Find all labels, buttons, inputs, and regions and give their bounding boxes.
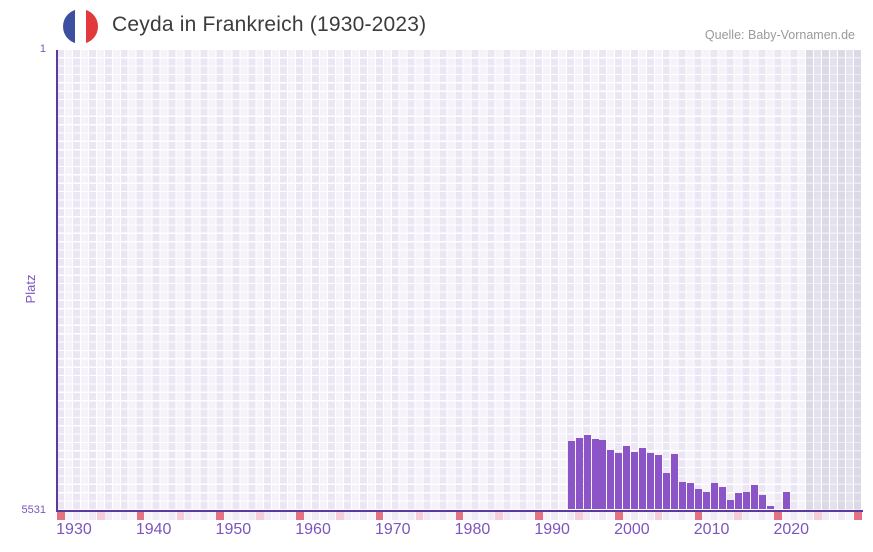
rank-bar-1995[interactable]	[591, 438, 599, 510]
x-tick-1950: 1950	[215, 521, 252, 538]
rank-bar-2010[interactable]	[711, 482, 719, 510]
x-tick-1980: 1980	[454, 521, 491, 538]
no-rank-marker-2003	[654, 511, 663, 520]
rank-bar-2005[interactable]	[671, 453, 679, 510]
no-rank-marker-1963	[335, 511, 344, 520]
y-axis-min-label: 5531	[21, 504, 46, 516]
rank-bar-1999[interactable]	[623, 445, 631, 510]
rank-bar-2003[interactable]	[655, 455, 663, 510]
rank-bar-1996[interactable]	[599, 440, 607, 510]
rank-bar-2019[interactable]	[782, 492, 790, 510]
x-tick-1970: 1970	[374, 521, 411, 538]
rank-bar-1998[interactable]	[615, 452, 623, 510]
no-rank-marker-2023	[814, 511, 822, 520]
rank-bar-2014[interactable]	[742, 492, 750, 510]
rank-bar-2009[interactable]	[703, 492, 711, 510]
rank-bar-1993[interactable]	[575, 437, 583, 510]
rank-bar-2006[interactable]	[679, 482, 687, 510]
no-rank-marker-1993	[575, 511, 583, 520]
no-rank-marker-2008	[694, 511, 703, 520]
rank-bar-1994[interactable]	[583, 434, 591, 510]
no-rank-marker-1933	[96, 511, 105, 520]
rank-bar-2004[interactable]	[663, 473, 671, 510]
y-axis-line	[55, 50, 58, 511]
future-years-shaded-band	[806, 50, 862, 510]
rank-bar-2001[interactable]	[639, 448, 647, 510]
source-label: Quelle: Baby-Vornamen.de	[704, 28, 855, 42]
no-rank-marker-1928	[57, 511, 65, 520]
no-rank-marker-1938	[136, 511, 145, 520]
rank-bar-2007[interactable]	[687, 482, 695, 510]
rank-bar-2002[interactable]	[647, 453, 655, 510]
rank-bar-2013[interactable]	[734, 492, 742, 510]
no-rank-marker-2028	[854, 511, 862, 520]
rank-bar-2017[interactable]	[766, 505, 774, 510]
rank-bar-1992[interactable]	[567, 440, 575, 510]
flag-blue-stripe	[63, 9, 75, 44]
no-rank-marker-1943	[176, 511, 185, 520]
no-rank-marker-1988	[535, 511, 543, 520]
y-axis-max-label: 1	[39, 43, 46, 55]
no-rank-marker-1998	[614, 511, 623, 520]
plot-area[interactable]	[57, 50, 862, 510]
x-axis-line	[55, 509, 863, 512]
y-axis-title: Platz	[23, 274, 38, 304]
flag-red-stripe	[86, 9, 98, 44]
no-rank-marker-1948	[216, 511, 225, 520]
no-rank-marker-1983	[495, 511, 504, 520]
rank-bar-2016[interactable]	[758, 494, 766, 510]
rank-bar-2008[interactable]	[695, 489, 703, 510]
rank-bar-2011[interactable]	[719, 486, 727, 510]
x-tick-1990: 1990	[534, 521, 570, 538]
rank-bar-2000[interactable]	[631, 452, 639, 510]
no-rank-marker-1968	[375, 511, 384, 520]
flag-white-stripe	[74, 9, 87, 44]
page-title: Ceyda in Frankreich (1930-2023)	[112, 13, 427, 36]
france-flag-icon	[63, 9, 98, 44]
x-tick-2000: 2000	[614, 521, 650, 538]
x-tick-1930: 1930	[56, 521, 92, 538]
rank-bar-2012[interactable]	[727, 499, 734, 510]
no-rank-marker-1953	[256, 511, 264, 520]
x-tick-2010: 2010	[693, 521, 730, 538]
no-rank-marker-2013	[734, 511, 743, 520]
x-tick-2020: 2020	[773, 521, 810, 538]
rank-bar-2015[interactable]	[750, 485, 758, 510]
no-rank-marker-1978	[455, 511, 464, 520]
no-rank-marker-2018	[774, 511, 782, 520]
rank-bar-1997[interactable]	[607, 449, 615, 510]
x-tick-1960: 1960	[295, 521, 331, 538]
no-rank-marker-1958	[296, 511, 304, 520]
x-tick-1940: 1940	[135, 521, 172, 538]
no-rank-marker-1973	[415, 511, 424, 520]
